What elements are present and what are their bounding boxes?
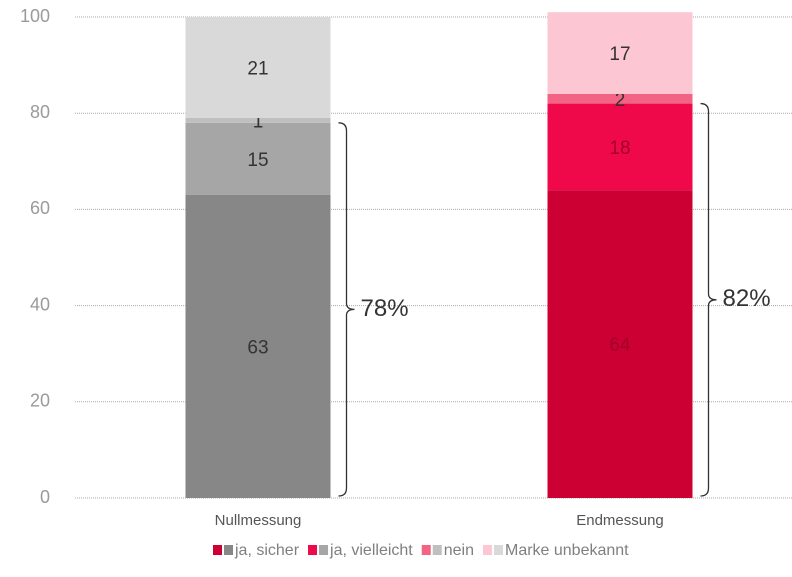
y-tick-label: 0 xyxy=(40,487,50,507)
legend-swatch xyxy=(224,545,233,555)
y-tick-label: 80 xyxy=(30,102,50,122)
legend-label: nein xyxy=(444,542,474,559)
legend-label: ja, vielleicht xyxy=(329,542,413,559)
value-label: 18 xyxy=(609,138,630,159)
bar-segment xyxy=(547,190,693,498)
bar-segment xyxy=(185,17,331,119)
y-tick-label: 60 xyxy=(30,198,50,218)
brace xyxy=(700,102,717,497)
legend-swatch xyxy=(308,545,318,555)
legend-swatch xyxy=(493,545,503,555)
value-label: 17 xyxy=(609,44,630,65)
bar-segment xyxy=(185,122,331,195)
y-tick-label: 100 xyxy=(20,6,50,26)
y-tick-label: 20 xyxy=(30,391,50,411)
value-label: 2 xyxy=(615,90,626,111)
bar-segment xyxy=(185,118,331,123)
legend-swatch xyxy=(432,545,442,555)
value-label: 15 xyxy=(247,150,268,171)
legend-swatch xyxy=(213,545,222,555)
bar-segment xyxy=(185,194,331,498)
x-tick-label: Nullmessung xyxy=(215,512,302,529)
value-label: 21 xyxy=(247,59,268,80)
bar-segment xyxy=(547,103,693,191)
bar-segment xyxy=(547,93,693,104)
x-tick-label: Endmessung xyxy=(576,512,664,529)
annotation: 78% xyxy=(361,295,409,322)
legend-swatch xyxy=(319,545,329,555)
value-label: 64 xyxy=(609,335,631,356)
legend-swatch xyxy=(482,545,492,555)
value-label: 1 xyxy=(253,111,264,132)
brace xyxy=(338,122,355,497)
legend-label: Marke unbekannt xyxy=(505,542,629,559)
value-label: 63 xyxy=(247,338,268,359)
y-tick-label: 40 xyxy=(30,294,50,314)
annotation: 82% xyxy=(723,285,771,312)
bar-segment xyxy=(547,12,693,94)
legend-swatch xyxy=(421,545,431,555)
legend-label: ja, sicher xyxy=(234,542,300,559)
